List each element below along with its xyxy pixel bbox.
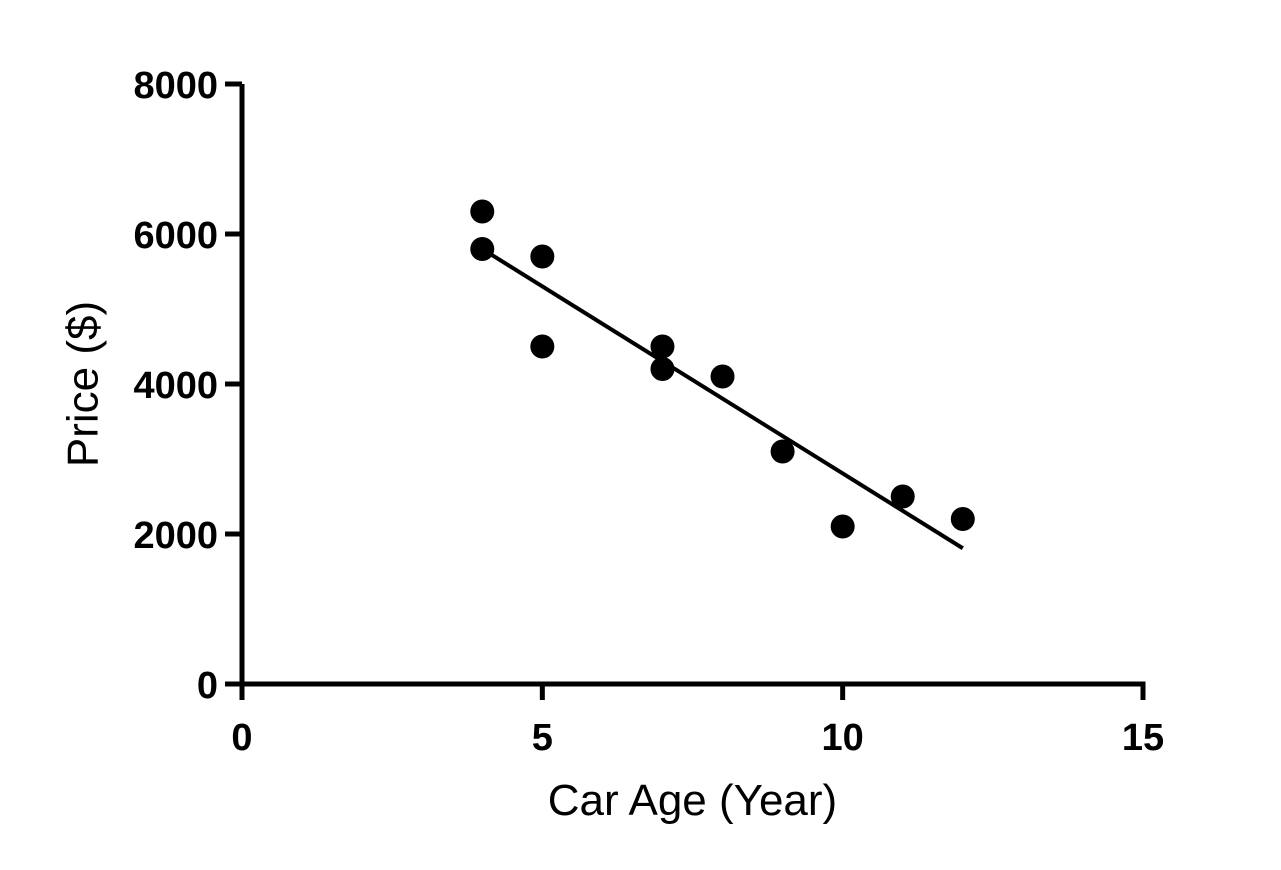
data-point — [530, 334, 555, 359]
y-tick-label: 6000 — [133, 215, 218, 257]
data-point — [530, 244, 555, 269]
y-tick-label: 8000 — [133, 65, 218, 107]
data-points — [470, 199, 975, 539]
data-point — [890, 484, 915, 509]
data-point — [650, 334, 675, 359]
data-point — [770, 439, 795, 464]
trend-line — [481, 247, 964, 550]
x-tick-labels: 0 5 10 15 — [231, 717, 1164, 759]
x-tick-label: 15 — [1122, 717, 1164, 759]
axes — [239, 84, 1146, 687]
y-tick-label: 0 — [197, 665, 218, 707]
data-point — [830, 514, 855, 539]
data-point — [710, 364, 735, 389]
y-tick-label: 2000 — [133, 515, 218, 557]
data-point — [470, 199, 495, 224]
y-tick-labels: 0 2000 4000 6000 8000 — [133, 65, 218, 707]
x-tick-label: 0 — [231, 717, 252, 759]
data-point — [470, 237, 495, 261]
x-tick-label: 10 — [822, 717, 864, 759]
tick-marks — [225, 81, 1146, 700]
data-point — [950, 507, 975, 531]
y-axis-title: Price ($) — [59, 301, 108, 467]
data-point — [650, 357, 675, 381]
x-axis-title: Car Age (Year) — [548, 776, 837, 825]
y-tick-label: 4000 — [133, 365, 218, 407]
x-tick-label: 5 — [532, 717, 553, 759]
trend-line-group — [481, 247, 964, 550]
